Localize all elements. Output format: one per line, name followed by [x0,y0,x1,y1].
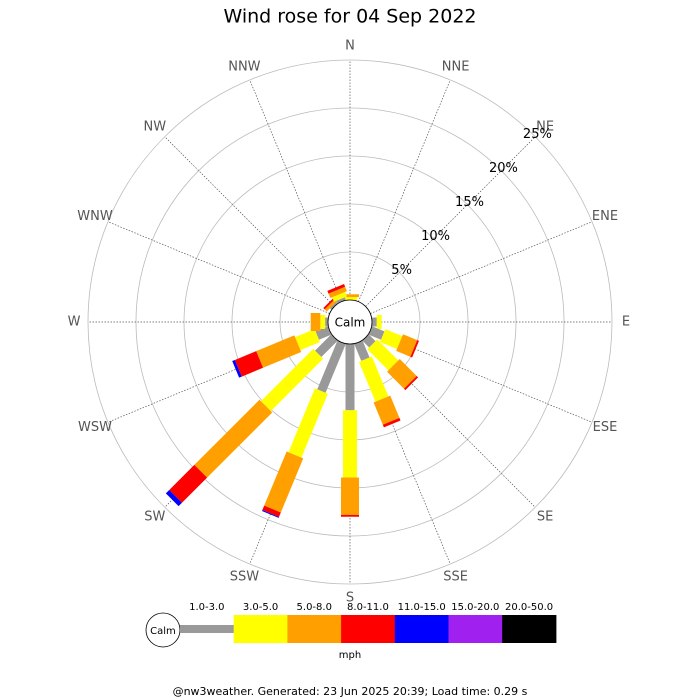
rose-segment [234,351,264,377]
rose-segment [368,326,385,340]
rose-segment [332,291,347,302]
direction-label: NW [144,119,167,134]
legend-unit: mph [339,650,361,661]
r-tick-label: 25% [523,127,552,142]
legend-label: 8.0-11.0 [347,602,389,613]
direction-label: ENE [592,209,618,224]
rose-segment [262,505,281,517]
rose-segment [387,359,417,389]
calm-circle [327,299,373,345]
spoke [370,221,593,314]
rose-segment [288,388,328,458]
rose-segment [232,359,242,378]
rose-segment [194,399,273,478]
rose-segment [336,297,346,304]
rose-segment [354,340,370,361]
rose-segment [396,334,418,357]
rose-segment [380,329,403,350]
direction-label: SSE [443,569,468,584]
spoke [107,221,330,314]
legend-swatch [233,615,288,643]
rose-segment [373,395,400,425]
r-tick-label: 15% [455,195,484,210]
spoke [164,136,335,307]
legend-calm-label: Calm [150,626,176,637]
rose-segment [345,344,355,411]
direction-label: WNW [77,209,113,224]
rose-segment [367,339,399,371]
rose-segment [410,340,420,358]
chart-title: Wind rose for 04 Sep 2022 [223,6,476,28]
rose-segment [343,297,357,300]
rose-segment [256,335,302,368]
direction-label: W [68,315,81,330]
legend-swatch [287,615,342,643]
rose-segment [310,313,321,331]
rose-segment [328,286,347,299]
legend-swatch [341,615,396,643]
rose-segment [165,490,182,507]
direction-label: E [622,315,630,330]
rose-segment [382,417,401,428]
legend-label: 5.0-8.0 [297,602,332,613]
spoke [358,79,451,302]
spoke [249,79,342,302]
spoke [365,136,536,307]
direction-label: SSW [230,569,260,584]
rose-segment [315,326,332,340]
rose-segment [325,317,328,327]
rose-segment [264,451,304,513]
legend-label: 1.0-3.0 [189,602,224,613]
direction-label: NE [536,119,554,134]
rose-segment [327,284,346,294]
legend-swatch [394,615,449,643]
direction-label: NNE [442,60,470,75]
direction-label: SW [144,510,165,525]
rose-segment [295,329,320,351]
r-tick-label: 5% [391,263,412,278]
direction-label: WSW [78,420,112,435]
footer: @nw3weather. Generated: 23 Jun 2025 20:3… [173,685,528,698]
legend-swatch [180,625,235,633]
legend-label: 11.0-15.0 [398,602,446,613]
rose-segment [372,317,377,327]
legend-label: 15.0-20.0 [451,602,499,613]
rose-segment [343,410,357,478]
direction-label: S [346,591,354,606]
rose-segment [169,464,208,503]
rose-segment [358,356,389,402]
rose-segment [260,348,324,412]
legend-label: 3.0-5.0 [243,602,278,613]
grid-ring [87,59,613,585]
r-tick-label: 10% [421,229,450,244]
legend-swatch [502,615,557,643]
rose-segment [314,334,338,358]
rose-segment [341,514,359,517]
direction-label: N [345,39,355,54]
rose-segment [376,315,382,329]
rose-segment [320,315,326,329]
rose-segment [317,340,346,393]
rose-segment [403,375,419,391]
calm-label: Calm [335,316,366,330]
direction-label: NNW [228,60,260,75]
legend-label: 20.0-50.0 [505,602,553,613]
direction-label: ESE [593,420,618,435]
r-tick-label: 20% [489,161,518,176]
legend-swatch [448,615,503,643]
rose-segment [261,510,279,518]
rose-segment [341,477,359,515]
rose-segment [329,301,338,310]
direction-label: SE [537,510,553,525]
